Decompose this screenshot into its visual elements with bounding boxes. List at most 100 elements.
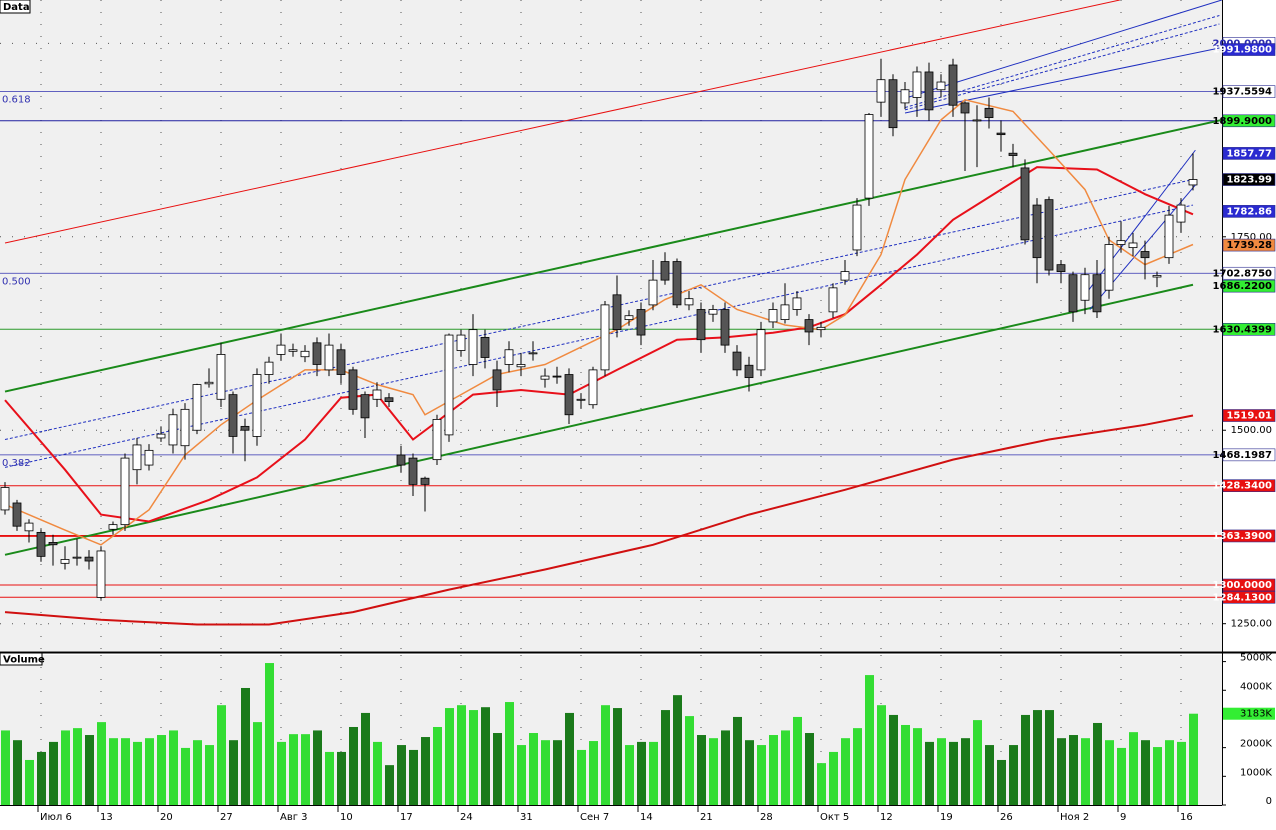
- volume-bar: [373, 741, 382, 805]
- volume-bar: [265, 663, 274, 805]
- volume-bar: [61, 730, 70, 805]
- volume-bar: [1153, 747, 1162, 805]
- candle-body: [636, 309, 646, 336]
- volume-bar: [517, 745, 526, 805]
- candle-body: [204, 381, 214, 385]
- candle-body: [780, 304, 790, 320]
- volume-bar: [541, 740, 550, 805]
- candle-body: [1188, 179, 1198, 186]
- volume-bar: [217, 705, 226, 805]
- volume-bar: [109, 738, 118, 805]
- candle-body: [420, 477, 430, 485]
- volume-bar: [1129, 732, 1138, 805]
- x-tick-label: Авг 3: [280, 812, 308, 823]
- candle-body: [876, 79, 886, 103]
- x-tick-label: 26: [1000, 812, 1013, 823]
- volume-bar: [817, 763, 826, 805]
- x-tick-label: Июл 6: [40, 812, 72, 823]
- price-label: 1857.77: [1226, 148, 1272, 159]
- price-label: 1686.2200: [1213, 281, 1273, 292]
- candle-body: [336, 349, 346, 375]
- volume-bar: [421, 737, 430, 805]
- x-tick-label: Окт 5: [820, 812, 849, 823]
- candle-body: [1176, 204, 1186, 223]
- volume-bar: [1033, 710, 1042, 805]
- price-label-box: [1222, 114, 1276, 128]
- volume-bar: [1057, 738, 1066, 805]
- volume-bar: [205, 745, 214, 805]
- volume-bar: [757, 745, 766, 805]
- candle-body: [900, 89, 910, 104]
- volume-bar: [781, 730, 790, 805]
- price-label: 1782.86: [1226, 206, 1272, 217]
- candle-body: [468, 329, 478, 365]
- volume-bar: [1081, 738, 1090, 805]
- volume-bar: [685, 716, 694, 805]
- x-tick-label: 31: [520, 812, 533, 823]
- x-tick-label: 21: [700, 812, 713, 823]
- price-label-box: [1222, 173, 1276, 186]
- candle-body: [1008, 152, 1018, 156]
- volume-bar: [1, 730, 10, 805]
- candle-body: [528, 352, 538, 355]
- candle-body: [732, 351, 742, 371]
- candle-body: [372, 389, 382, 400]
- candle-body: [588, 369, 598, 406]
- trendline: [904, 23, 1220, 111]
- candle-body: [12, 502, 22, 527]
- candle-body: [432, 419, 442, 461]
- candle-body: [1116, 240, 1126, 245]
- trendline: [4, 179, 1194, 441]
- trendline: [4, 0, 1120, 244]
- trendline: [904, 0, 1222, 99]
- candle-body: [312, 342, 322, 365]
- x-tick-label: 10: [340, 812, 353, 823]
- volume-bar: [889, 714, 898, 805]
- volume-bar: [1165, 740, 1174, 805]
- volume-bar: [277, 741, 286, 805]
- volume-bar: [937, 738, 946, 805]
- volume-label-box: [1223, 707, 1275, 720]
- volume-bar: [853, 728, 862, 805]
- price-label-box: [1222, 448, 1276, 462]
- candle-body: [216, 354, 226, 400]
- trendline: [4, 118, 1222, 393]
- candle-body: [828, 287, 838, 313]
- volume-bar: [769, 735, 778, 805]
- trendline: [4, 204, 1194, 468]
- candle-body: [804, 319, 814, 333]
- x-tick-label: 17: [400, 812, 413, 823]
- candle-body: [1080, 274, 1090, 301]
- volume-bar: [241, 687, 250, 805]
- price-label: 1284.1300: [1213, 592, 1273, 603]
- candle-body: [1044, 199, 1054, 271]
- candle-body: [1092, 274, 1102, 313]
- volume-bar: [181, 747, 190, 805]
- y-tick-label: 1500.00: [1231, 425, 1272, 436]
- candle-body: [252, 374, 262, 437]
- candle-body: [36, 531, 46, 557]
- price-label: 1363.3900: [1213, 531, 1273, 542]
- volume-bar: [589, 741, 598, 805]
- volume-bar: [1189, 713, 1198, 805]
- volume-bar: [229, 740, 238, 805]
- candle-body: [744, 364, 754, 379]
- x-tick-label: 12: [880, 812, 893, 823]
- candle-body: [156, 433, 166, 439]
- fib-label: 0.618: [2, 95, 31, 106]
- volume-bar: [529, 733, 538, 805]
- candle-body: [888, 79, 898, 129]
- price-label-box: [1222, 43, 1276, 56]
- candle-body: [144, 449, 154, 466]
- candle-body: [540, 375, 550, 380]
- volume-bar: [913, 728, 922, 805]
- volume-bar: [1069, 735, 1078, 805]
- volume-bar: [613, 708, 622, 805]
- candle-body: [696, 309, 706, 341]
- x-tick-label: 16: [1180, 812, 1193, 823]
- volume-bar: [1141, 740, 1150, 805]
- volume-bar: [445, 708, 454, 805]
- candle-body: [0, 487, 10, 511]
- candle-body: [384, 397, 394, 403]
